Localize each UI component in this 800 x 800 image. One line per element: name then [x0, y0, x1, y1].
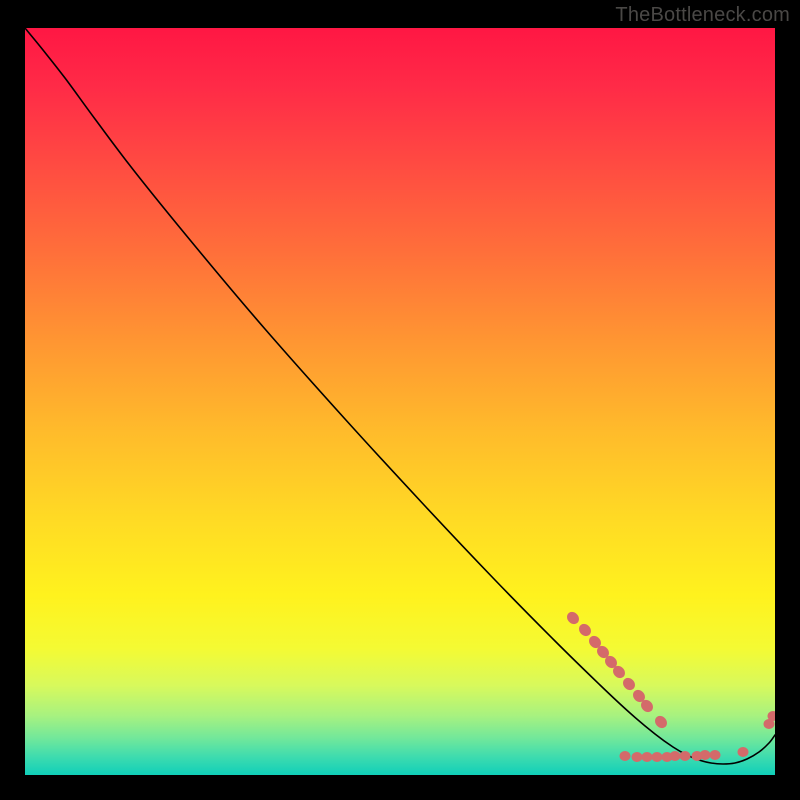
attribution-label: TheBottleneck.com: [615, 4, 790, 27]
chart-container: TheBottleneck.com: [0, 0, 800, 800]
chart-svg: [25, 28, 775, 775]
data-marker: [700, 750, 711, 760]
data-marker: [710, 750, 721, 760]
gradient-background: [25, 28, 775, 775]
data-marker: [738, 747, 749, 757]
data-marker: [642, 752, 653, 762]
data-marker: [680, 751, 691, 761]
data-marker: [670, 751, 681, 761]
data-marker: [620, 751, 631, 761]
data-marker: [632, 752, 643, 762]
data-marker: [652, 752, 663, 762]
plot-area: [25, 28, 775, 775]
